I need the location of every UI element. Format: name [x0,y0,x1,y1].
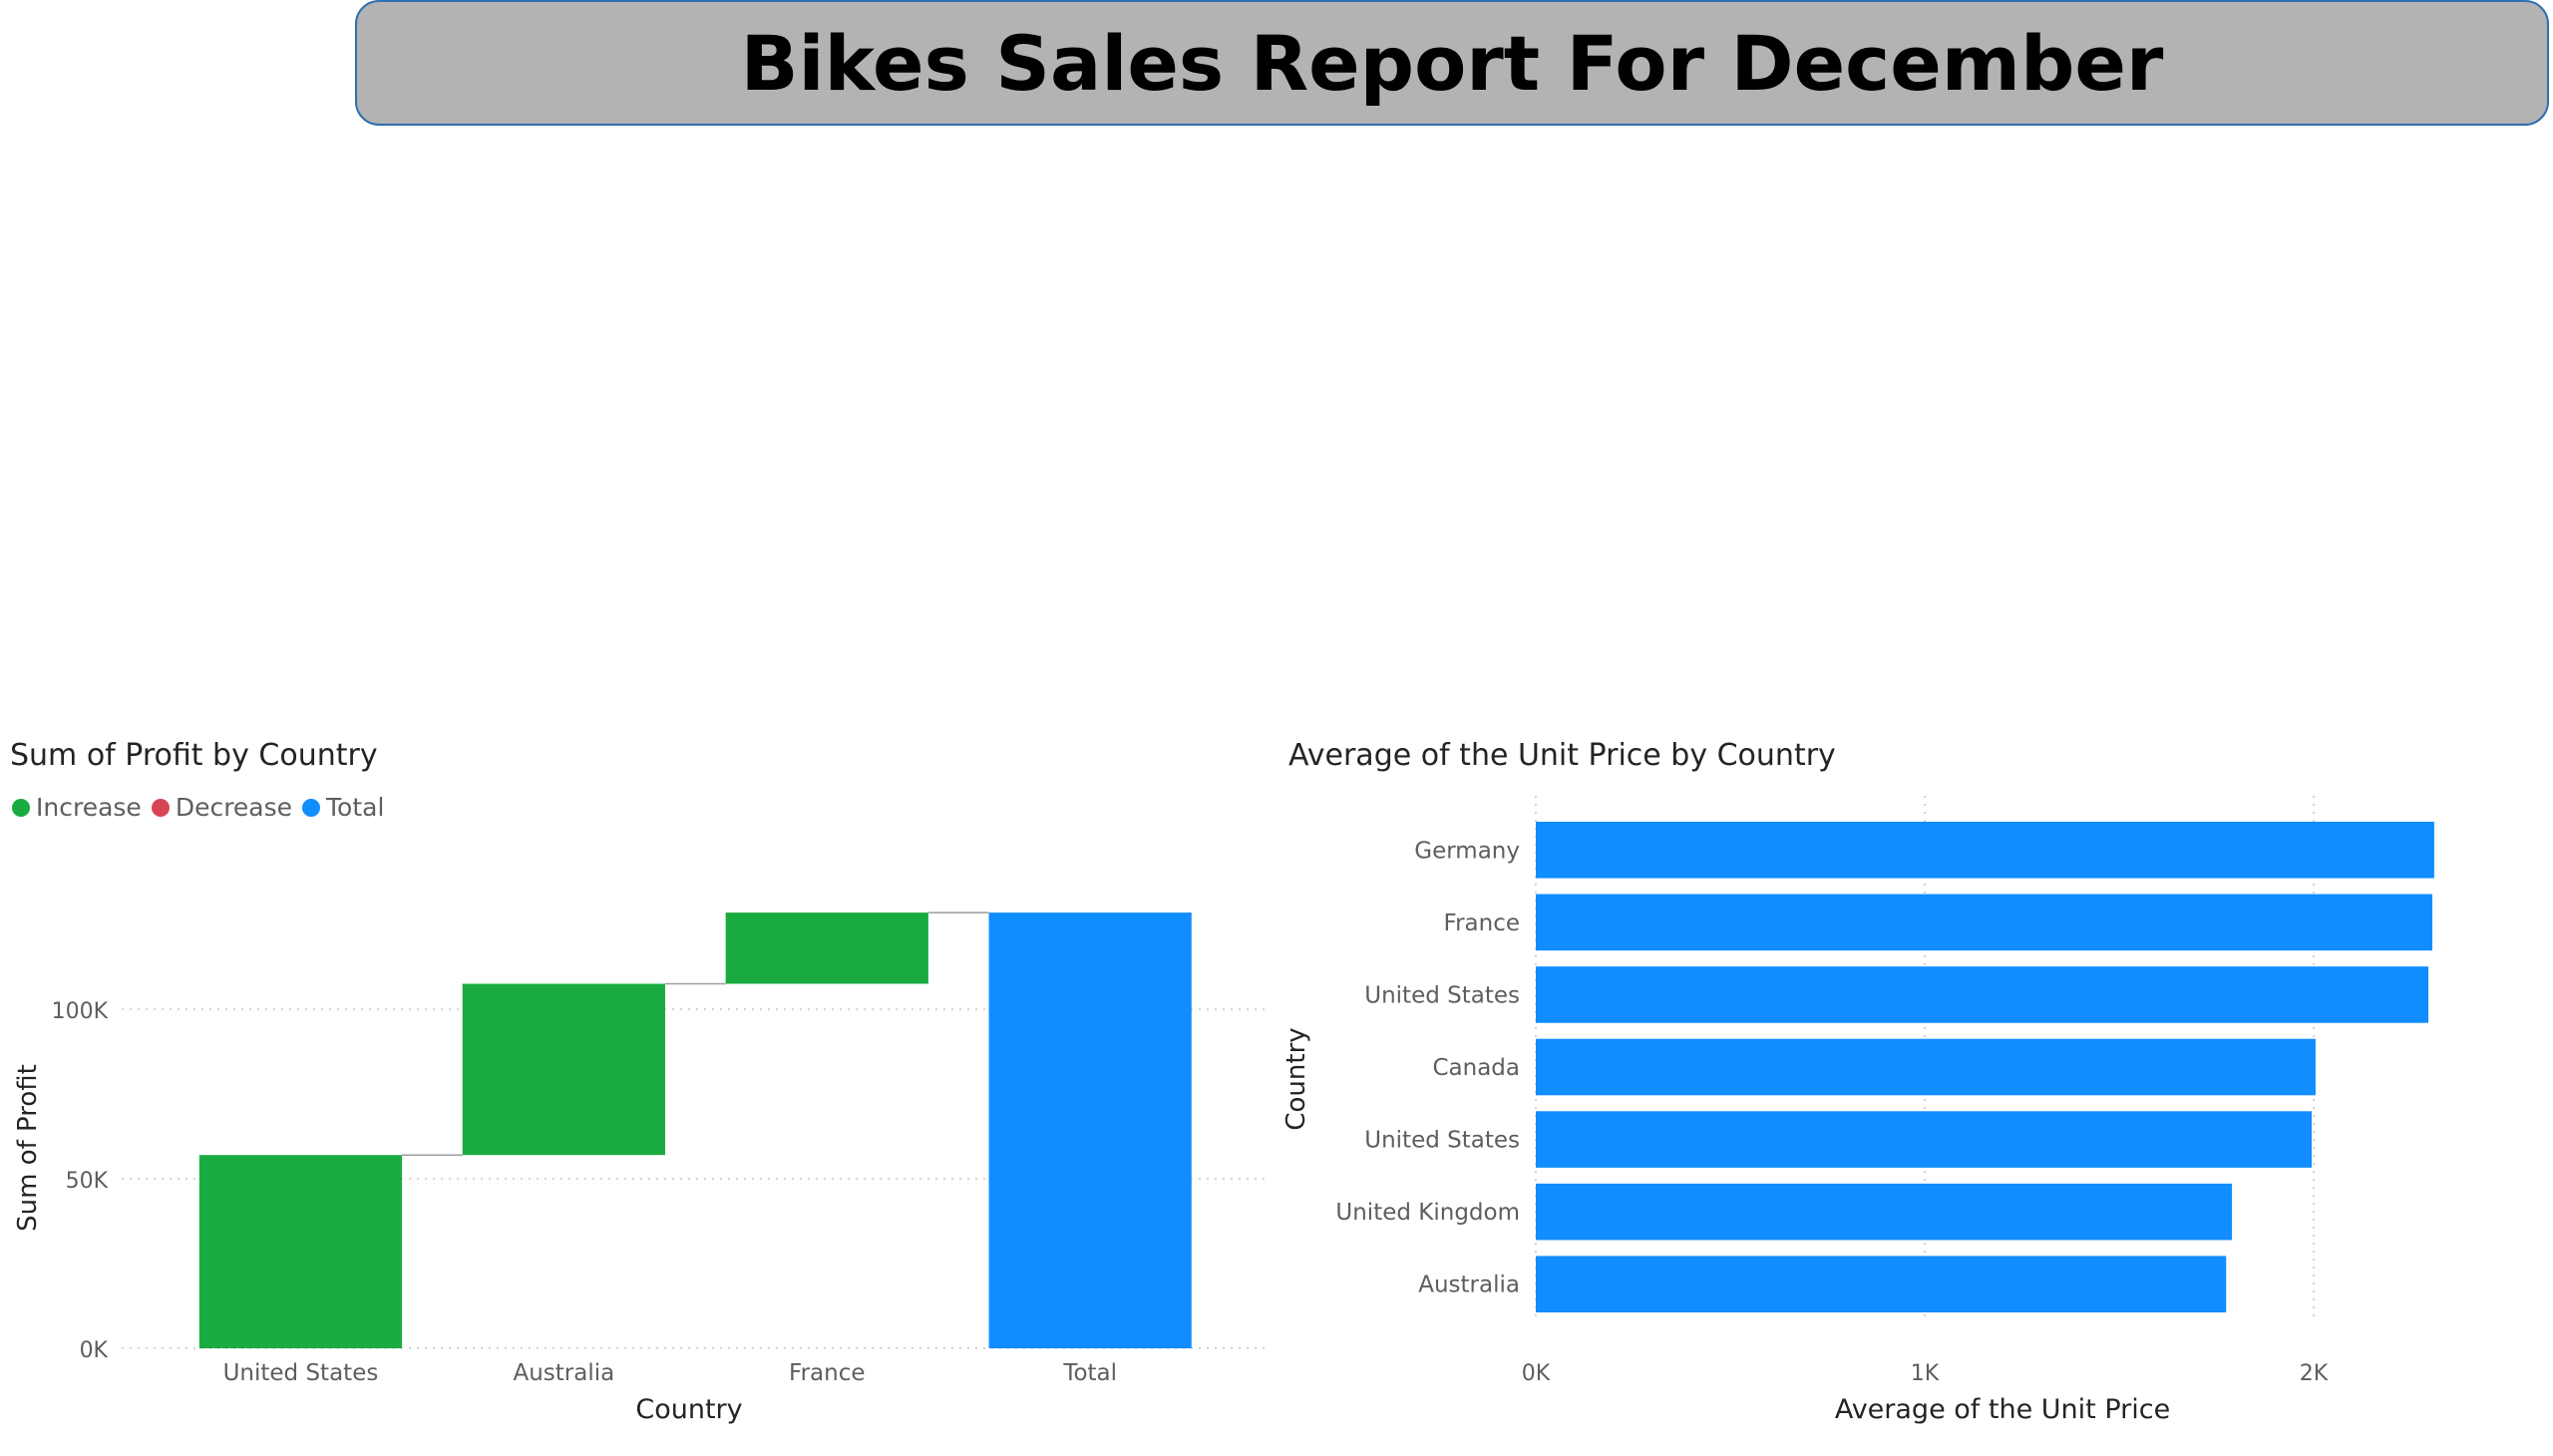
profit-chart-title: Sum of Profit by Country [10,738,378,773]
y-tick-label: United States [1364,1128,1520,1154]
unit-price-bar [1536,1183,2233,1241]
x-tick-label: Total [1062,1360,1117,1386]
y-tick-label: 50K [66,1169,109,1194]
profit-chart-legend: Increase Decrease Total [12,793,394,822]
legend-decrease-label: Decrease [175,793,293,822]
y-tick-label: Germany [1414,838,1520,864]
y-tick-label: 0K [80,1338,109,1363]
profit-by-country-visual[interactable]: Sum of Profit by Country Increase Decrea… [0,728,1276,1456]
unit-price-bar [1536,1038,2316,1096]
unit-price-chart-title: Average of the Unit Price by Country [1288,738,1836,773]
y-tick-label: Australia [1418,1273,1520,1298]
report-title: Bikes Sales Report For December [740,18,2164,108]
report-title-banner: Bikes Sales Report For December [355,0,2549,126]
y-tick-label: 100K [52,999,109,1024]
profit-waterfall-chart: 0K 50K 100K United States Australia France Tot… [13,911,1267,1425]
unit-price-bar [1536,966,2429,1023]
legend-total-label: Total [326,793,385,822]
x-axis-title: Average of the Unit Price [1835,1394,2170,1425]
x-tick-label: Australia [513,1360,614,1386]
legend-decrease-dot [151,798,170,817]
y-tick-label: Canada [1432,1055,1520,1081]
y-axis-title: Sum of Profit [13,1064,43,1232]
x-tick-label: 2K [2300,1361,2329,1386]
x-tick-label: 1K [1911,1361,1940,1386]
legend-item-total[interactable]: Total [302,793,384,822]
unit-price-bar [1536,894,2432,951]
x-tick-label: France [789,1360,865,1386]
x-axis-title: Country [635,1394,742,1425]
unit-price-by-country-visual[interactable]: Average of the Unit Price by Country 0K 1… [1276,728,2553,1456]
waterfall-bar [988,912,1192,1348]
y-tick-label: United States [1364,982,1520,1008]
waterfall-bar [198,1155,403,1348]
legend-increase-dot [12,798,30,817]
waterfall-bar [462,983,665,1156]
legend-item-decrease[interactable]: Decrease [151,793,293,822]
y-tick-label: France [1444,910,1520,936]
legend-item-increase[interactable]: Increase [12,793,142,822]
unit-price-bar [1536,1256,2227,1313]
x-tick-label: United States [223,1360,379,1386]
legend-total-dot [302,798,321,817]
unit-price-bar-chart: 0K 1K 2K Germany France United States Canada Un… [1281,796,2434,1425]
x-tick-label: 0K [1522,1361,1551,1386]
unit-price-bar [1536,821,2434,879]
unit-price-bar [1536,1111,2313,1168]
y-axis-title: Country [1281,1027,1311,1130]
y-tick-label: United Kingdom [1335,1200,1520,1226]
legend-increase-label: Increase [36,793,142,822]
waterfall-bar [725,912,928,984]
